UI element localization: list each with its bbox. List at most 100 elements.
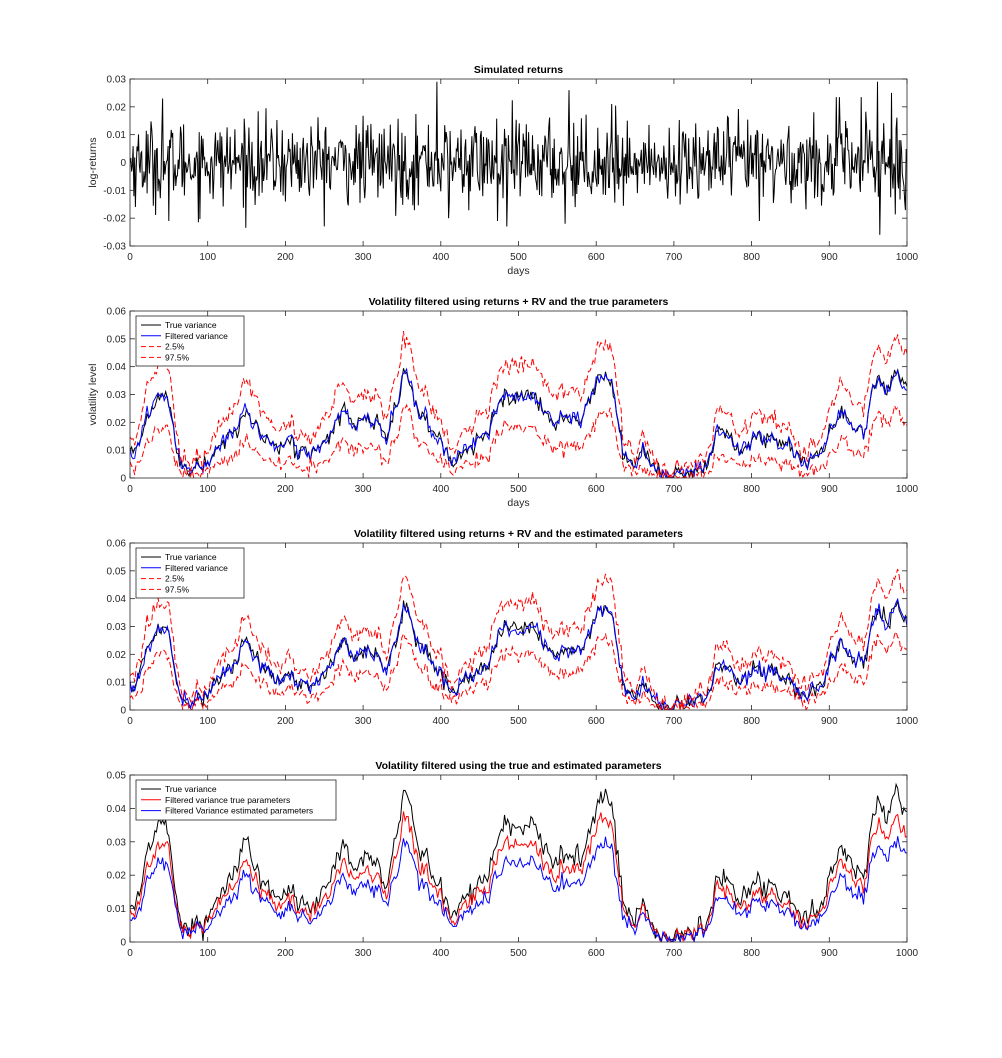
y-tick-label: -0.01 [103, 186, 126, 197]
legend-label: True variance [165, 320, 217, 330]
x-tick-label: 300 [355, 484, 372, 495]
legend-label: Filtered Variance estimated parameters [165, 806, 313, 816]
y-tick-label: 0 [120, 938, 126, 949]
x-tick-label: 1000 [896, 484, 919, 495]
x-tick-label: 1000 [896, 716, 919, 727]
legend-label: Filtered variance [165, 331, 228, 341]
series-line-3 [130, 630, 907, 710]
series-line-2 [130, 597, 907, 710]
x-tick-label: 700 [666, 716, 683, 727]
x-tick-label: 500 [510, 948, 527, 959]
series-line-1 [130, 782, 907, 942]
x-axis-label: days [507, 497, 529, 509]
series-line-2 [130, 811, 907, 942]
x-tick-label: 0 [127, 484, 133, 495]
x-tick-label: 700 [666, 252, 683, 263]
x-tick-label: 1000 [896, 252, 919, 263]
series-line-3 [130, 836, 907, 942]
series-line-4 [130, 568, 907, 710]
y-tick-label: 0.01 [107, 130, 127, 141]
subplot-3: 0 100 200 300 400 500 600 700 800 900 1000 0 0.01 0.0… [107, 528, 919, 727]
series-line-2 [130, 367, 907, 478]
x-tick-label: 600 [588, 948, 605, 959]
y-tick-label: 0.03 [107, 75, 127, 86]
x-tick-label: 900 [821, 252, 838, 263]
x-tick-label: 900 [821, 484, 838, 495]
chart-title: Simulated returns [474, 64, 563, 76]
x-tick-label: 100 [199, 948, 216, 959]
y-tick-label: 0.04 [107, 804, 127, 815]
series-line-1 [130, 81, 907, 235]
y-tick-label: 0.04 [107, 594, 127, 605]
y-tick-label: 0.01 [107, 446, 127, 457]
y-tick-label: 0.03 [107, 622, 127, 633]
y-tick-label: 0.06 [107, 307, 127, 318]
y-tick-label: 0.05 [107, 334, 127, 345]
x-tick-label: 600 [588, 484, 605, 495]
x-tick-label: 800 [743, 252, 760, 263]
y-tick-label: 0.02 [107, 650, 127, 661]
x-tick-label: 200 [277, 716, 294, 727]
x-tick-label: 300 [355, 716, 372, 727]
y-tick-label: 0.04 [107, 362, 127, 373]
axes-box [129, 310, 908, 479]
x-tick-label: 400 [432, 948, 449, 959]
legend-label: Filtered variance true parameters [165, 795, 290, 805]
y-tick-label: 0 [120, 474, 126, 485]
x-tick-label: 200 [277, 948, 294, 959]
subplot-1: 0 100 200 300 400 500 600 700 800 900 1000 -0.03 -0.… [87, 64, 919, 277]
x-tick-label: 300 [355, 948, 372, 959]
x-tick-label: 400 [432, 252, 449, 263]
y-tick-label: -0.03 [103, 242, 126, 253]
x-axis-label: days [507, 265, 529, 277]
x-tick-label: 900 [821, 716, 838, 727]
series-line-3 [130, 403, 907, 478]
y-tick-label: 0.03 [107, 837, 127, 848]
legend-label: 2.5% [165, 574, 185, 584]
x-tick-label: 200 [277, 484, 294, 495]
legend-label: 97.5% [165, 352, 190, 362]
chart-title: Volatility filtered using returns + RV a… [354, 528, 683, 540]
y-tick-label: 0.01 [107, 904, 127, 915]
x-tick-label: 0 [127, 716, 133, 727]
y-tick-label: 0.02 [107, 871, 127, 882]
series-line-4 [130, 330, 907, 478]
x-tick-label: 1000 [896, 948, 919, 959]
subplot-2: 0 100 200 300 400 500 600 700 800 900 1000 0 0.01 0.0… [87, 296, 919, 509]
y-tick-label: 0.03 [107, 390, 127, 401]
x-tick-label: 500 [510, 252, 527, 263]
x-tick-label: 100 [199, 484, 216, 495]
y-axis-label: log-returns [87, 137, 99, 187]
subplot-4: 0 100 200 300 400 500 600 700 800 900 1000 0 0.01 0.0… [107, 760, 919, 959]
legend-label: True variance [165, 552, 217, 562]
legend-label: 2.5% [165, 342, 185, 352]
y-tick-label: -0.02 [103, 214, 126, 225]
x-tick-label: 800 [743, 716, 760, 727]
x-tick-label: 700 [666, 484, 683, 495]
x-tick-label: 900 [821, 948, 838, 959]
x-tick-label: 400 [432, 484, 449, 495]
x-tick-label: 0 [127, 252, 133, 263]
x-tick-label: 800 [743, 948, 760, 959]
x-tick-label: 200 [277, 252, 294, 263]
legend-label: 97.5% [165, 584, 190, 594]
y-tick-label: 0.02 [107, 418, 127, 429]
y-tick-label: 0.01 [107, 678, 127, 689]
x-tick-label: 800 [743, 484, 760, 495]
x-tick-label: 500 [510, 716, 527, 727]
x-tick-label: 700 [666, 948, 683, 959]
y-tick-label: 0 [120, 158, 126, 169]
x-tick-label: 100 [199, 716, 216, 727]
x-tick-label: 300 [355, 252, 372, 263]
y-tick-label: 0.06 [107, 539, 127, 550]
x-tick-label: 600 [588, 716, 605, 727]
x-tick-label: 100 [199, 252, 216, 263]
chart-title: Volatility filtered using the true and e… [375, 760, 661, 772]
x-tick-label: 500 [510, 484, 527, 495]
x-tick-label: 400 [432, 716, 449, 727]
legend-label: True variance [165, 784, 217, 794]
